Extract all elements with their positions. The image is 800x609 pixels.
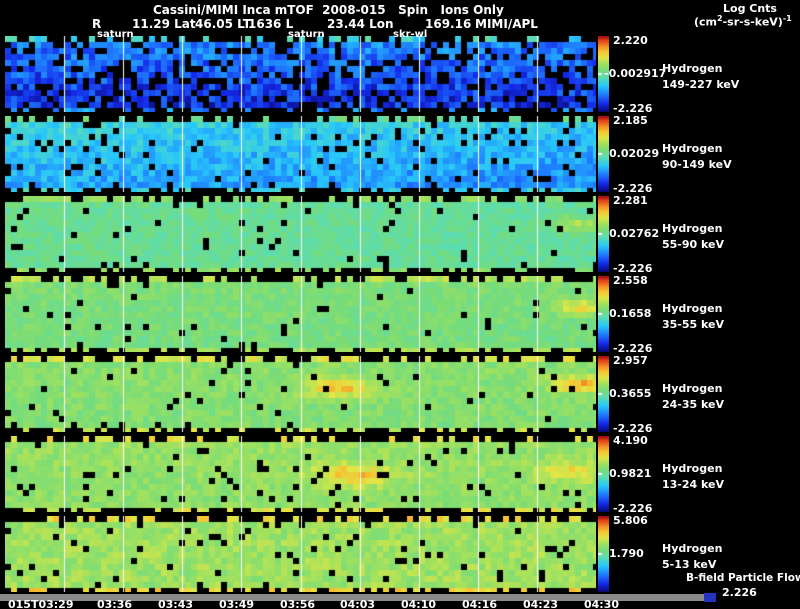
scale-mid-1: 0.02029 [609,147,660,160]
event-marker-2: skr-wl [393,29,428,40]
scale-mid-5: 0.9821 [609,467,652,480]
spectrogram-strip-13-24-keV [5,436,596,512]
scale-max-3: 2.558 [613,274,648,287]
time-tick-label: 015T03:29 [8,598,74,609]
time-tick-label: 04:03 [340,598,376,609]
time-tick-label: 04:10 [401,598,437,609]
species-label-2: Hydrogen [662,222,723,235]
time-tick-label: 03:43 [158,598,194,609]
time-tick-label: 04:23 [523,598,559,609]
colorbar-0 [598,36,609,112]
ephemeris-field-2: 46.05 LT [195,17,251,31]
event-marker-1: saturn [288,29,325,40]
spectrogram-strip-149-227-keV [5,36,596,112]
species-label-0: Hydrogen [662,62,723,75]
energy-range-label-2: 55-90 keV [662,238,725,251]
last-strip-scale-min: 2.226 [722,586,757,599]
time-axis-bar [0,594,716,601]
colorbar-3 [598,276,609,352]
ephemeris-field-4: 23.44 Lon [327,17,394,31]
scale-max-2: 2.281 [613,194,648,207]
scale-min-3: -2.226 [613,342,653,355]
ephemeris-field-6: MIMI/APL [475,17,538,31]
energy-range-label-5: 13-24 keV [662,478,725,491]
scale-mid-6: 1.790 [609,547,644,560]
colorbar-1 [598,116,609,192]
ephemeris-field-5: 169.16 [425,17,472,31]
event-marker-0: saturn [97,29,134,40]
ephemeris-field-1: 11.29 Lat [132,17,196,31]
scale-mid-2: 0.02762 [609,227,660,240]
spectrogram-strip-5-13-keV [5,516,596,592]
time-tick-label: 03:49 [219,598,255,609]
plot-title: Cassini/MIMI Inca mTOF 2008-015 Spin Ion… [153,3,504,17]
colorbar-unit: (cm2-sr-s-keV)-1 [694,14,792,29]
scale-max-5: 4.190 [613,434,648,447]
energy-range-label-4: 24-35 keV [662,398,725,411]
scale-mid-3: 0.1658 [609,307,652,320]
scale-min-0: -2.226 [613,102,653,115]
colorbar-4 [598,356,609,432]
species-label-5: Hydrogen [662,462,723,475]
scale-mid-0: -0.002917 [604,67,667,80]
energy-range-label-1: 90-149 keV [662,158,732,171]
species-label-1: Hydrogen [662,142,723,155]
energy-range-label-3: 35-55 keV [662,318,725,331]
bfield-particle-flow-label: B-field Particle Flow [686,572,800,584]
scale-min-4: -2.226 [613,422,653,435]
species-label-4: Hydrogen [662,382,723,395]
axis-endcap-marker [704,593,716,602]
scale-min-2: -2.226 [613,262,653,275]
scale-max-4: 2.957 [613,354,648,367]
colorbar-title: Log Cnts [723,2,777,15]
colorbar-5 [598,436,609,512]
scale-mid-4: 0.3655 [609,387,652,400]
colorbar-6 [598,516,609,592]
spectrogram-strip-24-35-keV [5,356,596,432]
scale-max-0: 2.220 [613,34,648,47]
scale-max-6: 5.806 [613,514,648,527]
spectrogram-strip-90-149-keV [5,116,596,192]
energy-range-label-6: 5-13 keV [662,558,717,571]
scale-max-1: 2.185 [613,114,648,127]
ephemeris-field-0: R [92,17,102,31]
time-tick-label: 03:36 [97,598,133,609]
spectrogram-strip-55-90-keV [5,196,596,272]
time-tick-label: 04:30 [584,598,620,609]
spectrogram-strip-35-55-keV [5,276,596,352]
energy-range-label-0: 149-227 keV [662,78,740,91]
time-tick-label: 03:56 [280,598,316,609]
ephemeris-field-3: 1636 L [248,17,294,31]
scale-min-5: -2.226 [613,502,653,515]
scale-min-1: -2.226 [613,182,653,195]
species-label-3: Hydrogen [662,302,723,315]
colorbar-2 [598,196,609,272]
species-label-6: Hydrogen [662,542,723,555]
time-tick-label: 04:16 [462,598,498,609]
